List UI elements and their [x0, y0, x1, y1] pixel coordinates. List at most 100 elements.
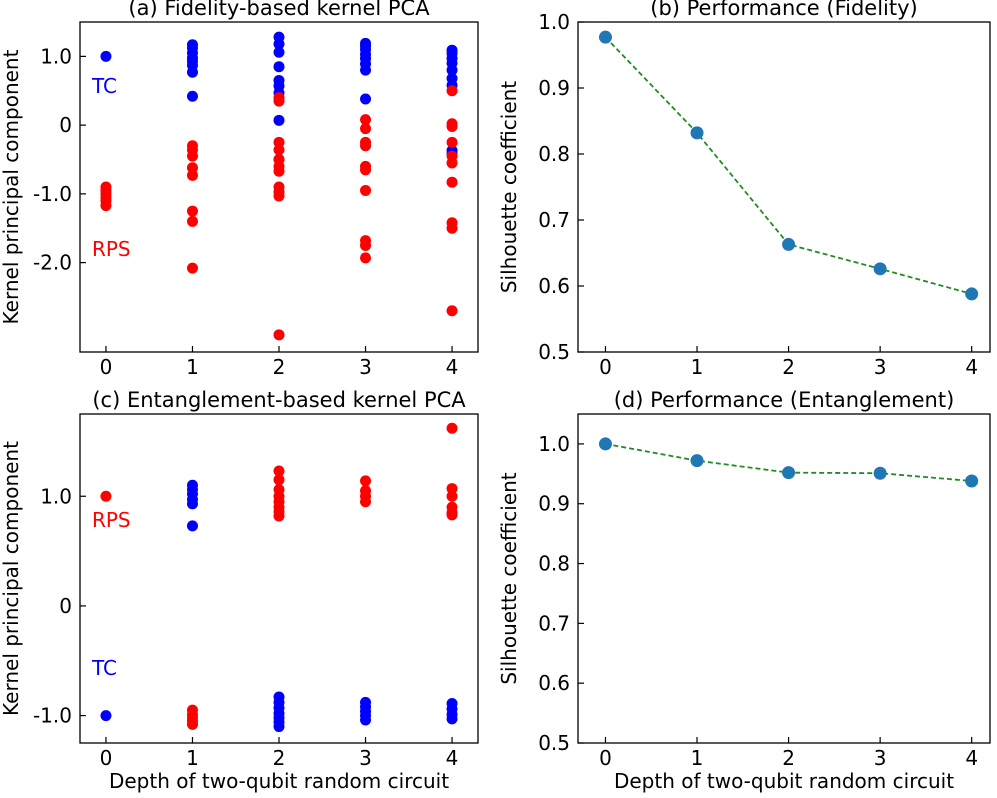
y-tick-label: -1.0: [33, 704, 72, 728]
point-rps: [186, 162, 198, 174]
annotation-tc: TC: [91, 656, 117, 680]
panel-d: (d) Performance (Entanglement) 0 1 2 3 4 0.5 0.…: [497, 388, 991, 793]
annotation-tc: TC: [91, 74, 117, 98]
panel-c: (c) Entanglement-based kernel PCA 0 1 2 3 4 1.…: [0, 388, 479, 793]
point-rps: [186, 262, 198, 274]
point-tc: [360, 93, 372, 105]
annotation-rps: RPS: [92, 237, 131, 261]
point-tc: [273, 114, 285, 126]
point-rps: [446, 85, 458, 97]
point-tc: [446, 713, 458, 725]
y-axis-label: Silhouette coefficient: [497, 472, 521, 684]
point-rps: [273, 329, 285, 341]
point-tc: [360, 714, 372, 726]
point-rps: [273, 190, 285, 202]
x-tick-label: 1: [186, 746, 199, 770]
point-tc: [186, 520, 198, 532]
point-tc: [273, 46, 285, 58]
point-tc: [100, 50, 112, 62]
point-rps: [273, 95, 285, 107]
point-rps: [446, 305, 458, 317]
point-rps: [100, 200, 112, 212]
x-tick-label: 0: [100, 746, 113, 770]
point-silhouette: [690, 454, 704, 468]
y-tick-label: 0.6: [538, 274, 570, 298]
x-tick-label: 4: [446, 355, 459, 379]
panel-title: (a) Fidelity-based kernel PCA: [128, 0, 430, 20]
x-tick-label: 1: [691, 355, 704, 379]
y-tick-label: 0.7: [538, 611, 570, 635]
point-rps: [446, 509, 458, 521]
point-rps: [360, 184, 372, 196]
point-tc: [360, 64, 372, 76]
series-line: [604, 36, 972, 295]
point-rps: [360, 140, 372, 152]
point-rps: [446, 176, 458, 188]
point-rps: [446, 490, 458, 502]
x-axis-label: Depth of two-qubit random circuit: [614, 769, 954, 793]
y-axis-label: Kernel principal component: [0, 441, 23, 716]
y-tick-label: 0.5: [538, 340, 570, 364]
point-tc: [273, 38, 285, 50]
panel-title: (d) Performance (Entanglement): [614, 388, 955, 412]
point-rps: [446, 483, 458, 495]
point-rps: [446, 136, 458, 148]
point-silhouette: [782, 466, 796, 480]
x-tick-label: 3: [359, 746, 372, 770]
point-rps: [186, 169, 198, 181]
x-tick-label: 3: [359, 355, 372, 379]
point-silhouette: [690, 126, 704, 140]
x-tick-label: 2: [782, 355, 795, 379]
point-rps: [360, 252, 372, 264]
point-rps: [273, 144, 285, 156]
point-rps: [446, 121, 458, 132]
x-tick-label: 3: [874, 355, 887, 379]
x-tick-label: 0: [100, 355, 113, 379]
point-rps: [273, 465, 285, 477]
y-tick-label: 1.0: [538, 10, 570, 34]
point-rps: [273, 136, 285, 148]
plot-frame: [577, 21, 991, 353]
y-tick-label: 0.6: [538, 671, 570, 695]
panel-title: (c) Entanglement-based kernel PCA: [92, 388, 466, 412]
x-tick-label: 3: [874, 746, 887, 770]
series-rps: [100, 422, 458, 730]
y-axis-label: Kernel principal component: [0, 49, 23, 324]
x-tick-label: 1: [186, 355, 199, 379]
point-rps: [360, 123, 372, 135]
y-tick-label: 0: [59, 113, 72, 137]
series-rps: [100, 85, 458, 341]
y-tick-label: 0.9: [538, 492, 570, 516]
panel-b: (b) Performance (Fidelity) 0 1 2 3 4 0.5 0.6 0.7…: [497, 0, 991, 379]
point-silhouette: [873, 262, 887, 276]
point-tc: [186, 66, 198, 78]
point-rps: [273, 474, 285, 486]
x-tick-label: 2: [782, 746, 795, 770]
x-tick-label: 2: [273, 746, 286, 770]
point-rps: [186, 215, 198, 227]
y-tick-label: 0.8: [538, 552, 570, 576]
x-tick-label: 4: [446, 746, 459, 770]
point-rps: [186, 150, 198, 162]
point-rps: [186, 718, 198, 730]
series-tc: [100, 479, 458, 733]
point-rps: [360, 114, 372, 126]
y-tick-label: 0.5: [538, 731, 570, 755]
point-rps: [360, 496, 372, 508]
point-tc: [273, 721, 285, 733]
point-rps: [446, 422, 458, 434]
point-rps: [360, 239, 372, 251]
y-tick-label: 0.8: [538, 142, 570, 166]
y-tick-label: -2.0: [33, 251, 72, 275]
point-rps: [446, 157, 458, 169]
point-silhouette: [598, 30, 612, 44]
y-tick-label: 0: [59, 594, 72, 618]
y-axis-label: Silhouette coefficient: [497, 81, 521, 293]
x-tick-label: 4: [965, 355, 978, 379]
x-tick-label: 2: [273, 355, 286, 379]
y-tick-label: 0.7: [538, 208, 570, 232]
point-silhouette: [598, 437, 612, 451]
x-tick-label: 4: [965, 746, 978, 770]
point-tc: [273, 61, 285, 73]
